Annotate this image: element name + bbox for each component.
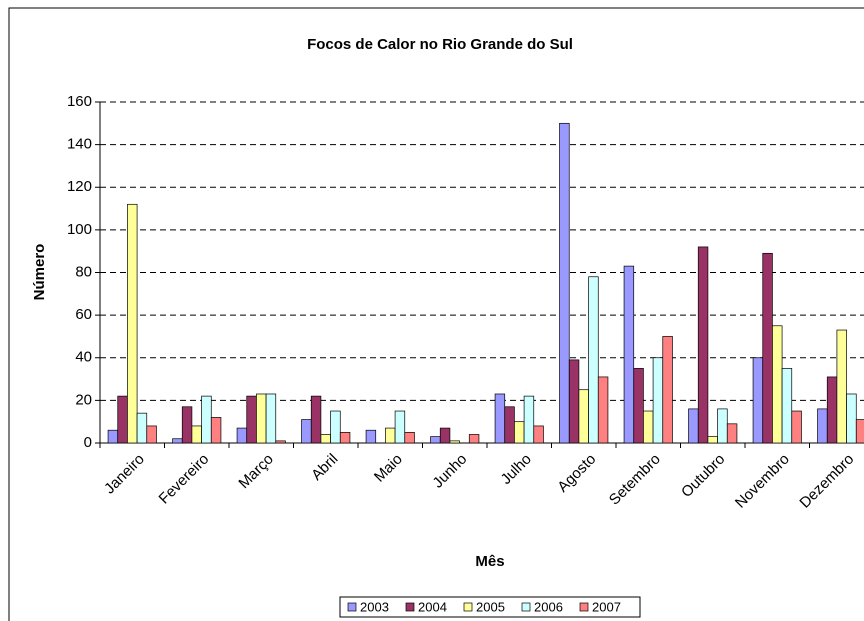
bar — [275, 440, 286, 444]
bar — [339, 431, 351, 444]
bar — [533, 425, 544, 444]
y-tick-label: 140 — [67, 136, 92, 153]
legend-swatch — [579, 602, 589, 612]
bar — [514, 421, 525, 444]
y-tick-label: 40 — [75, 349, 92, 366]
bar — [623, 265, 635, 444]
bar — [643, 410, 654, 444]
bar — [633, 368, 644, 444]
bar — [236, 427, 248, 444]
bar — [330, 410, 341, 444]
bar — [855, 419, 864, 444]
y-tick-label: 0 — [84, 434, 92, 451]
bar — [826, 376, 838, 444]
legend-label: 2007 — [592, 599, 621, 614]
bar — [136, 412, 148, 444]
bar — [201, 395, 212, 444]
legend-label: 2004 — [418, 599, 447, 614]
bar — [781, 368, 793, 444]
legend-label: 2003 — [360, 599, 389, 614]
bar — [578, 389, 589, 444]
bar — [559, 122, 570, 444]
bar — [127, 203, 138, 444]
bar — [662, 336, 673, 444]
bar — [468, 434, 480, 444]
bar — [836, 329, 847, 444]
bar — [265, 393, 277, 444]
y-tick-label: 100 — [67, 221, 92, 238]
bar — [430, 436, 441, 444]
bar — [320, 434, 331, 444]
legend-label: 2005 — [476, 599, 505, 614]
bar — [181, 406, 193, 444]
bar — [762, 252, 773, 444]
bar — [597, 376, 609, 444]
legend-swatch — [405, 602, 415, 612]
bar — [846, 393, 857, 444]
bar — [523, 395, 535, 444]
bar — [726, 423, 738, 444]
bar — [697, 246, 709, 444]
bar — [246, 395, 257, 444]
bar — [394, 410, 406, 444]
bar — [146, 425, 157, 444]
bar — [652, 357, 664, 444]
bar — [504, 406, 515, 444]
bar — [791, 410, 802, 444]
y-tick-label: 160 — [67, 93, 92, 110]
bar — [210, 417, 222, 444]
bar — [117, 395, 128, 444]
bar — [439, 427, 451, 444]
bar — [172, 438, 183, 444]
bar — [385, 427, 396, 444]
legend-swatch — [521, 602, 531, 612]
bar — [256, 393, 267, 444]
legend-label: 2006 — [534, 599, 563, 614]
bar — [191, 425, 202, 444]
bar — [817, 408, 828, 444]
bar — [301, 419, 312, 444]
bar — [588, 276, 599, 444]
y-axis-label: Número — [31, 244, 48, 301]
y-tick-label: 20 — [75, 391, 92, 408]
bar — [717, 408, 728, 444]
bar — [752, 357, 764, 444]
chart-border — [8, 7, 864, 621]
bar — [365, 429, 377, 444]
bar — [449, 440, 460, 444]
x-axis-label: Mês — [475, 553, 504, 570]
y-tick-label: 120 — [67, 178, 92, 195]
bar — [688, 408, 699, 444]
bar — [707, 436, 718, 444]
bar — [404, 431, 415, 444]
bar — [310, 395, 322, 444]
bar — [772, 325, 783, 444]
bar — [494, 393, 506, 444]
chart-title: Focos de Calor no Rio Grande do Sul — [307, 36, 573, 53]
bar — [568, 359, 580, 444]
legend-swatch — [463, 602, 473, 612]
y-tick-label: 80 — [75, 263, 92, 280]
y-tick-label: 60 — [75, 306, 92, 323]
bar — [107, 429, 119, 444]
legend-box — [339, 596, 641, 618]
legend-swatch — [347, 602, 357, 612]
